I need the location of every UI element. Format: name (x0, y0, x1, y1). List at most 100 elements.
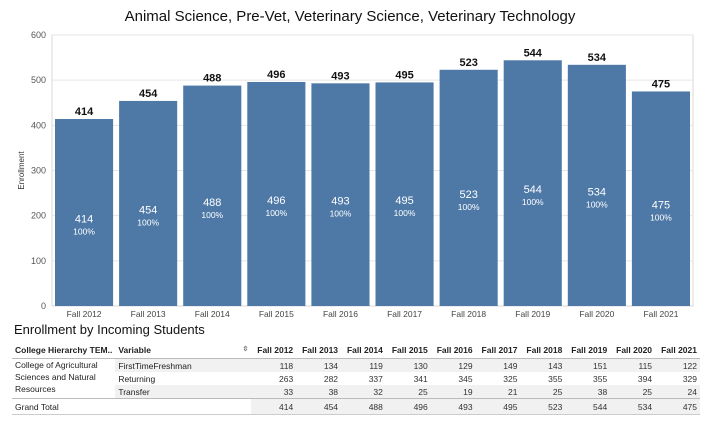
bar-value-label: 488 (203, 73, 221, 85)
col-header-year[interactable]: Fall 2021 (655, 342, 700, 359)
enrollment-table: College Hierarchy TEM.. Variable ⇳ Fall 2… (12, 342, 700, 415)
table-cell: 130 (385, 358, 431, 372)
bar-inner-value: 475 (652, 200, 670, 212)
y-tick-label: 200 (31, 211, 46, 221)
x-tick-label: Fall 2013 (131, 309, 166, 319)
bar-value-label: 496 (267, 69, 285, 81)
col-header-year[interactable]: Fall 2013 (296, 342, 342, 359)
bar-value-label: 475 (652, 78, 670, 90)
col-header-year[interactable]: Fall 2012 (251, 342, 297, 359)
grand-total-cell: 488 (341, 398, 386, 415)
y-tick-label: 300 (31, 166, 46, 176)
x-tick-label: Fall 2015 (259, 309, 294, 319)
bar-percent-label: 100% (586, 199, 608, 209)
grand-total-cell: 544 (565, 398, 611, 415)
grand-total-label: Grand Total (12, 398, 252, 415)
col-header-year[interactable]: Fall 2016 (430, 342, 476, 359)
table-cell: 263 (278, 373, 294, 384)
table-cell: 25 (385, 385, 431, 399)
col-header-college[interactable]: College Hierarchy TEM.. (12, 342, 116, 359)
x-tick-label: Fall 2021 (643, 309, 678, 319)
col-header-variable[interactable]: Variable ⇳ (115, 342, 252, 359)
x-tick-label: Fall 2018 (451, 309, 486, 319)
row-group-label: College of Agricultural Sciences and Nat… (12, 358, 116, 399)
variable-label: Returning (118, 373, 156, 384)
y-tick-label: 400 (31, 120, 46, 130)
bar-percent-label: 100% (201, 210, 223, 220)
grand-total-cell: 534 (610, 398, 656, 415)
table-cell: 122 (655, 358, 700, 372)
y-tick-label: 0 (41, 301, 46, 311)
bar-value-label: 523 (459, 57, 477, 69)
chart-title: Animal Science, Pre-Vet, Veterinary Scie… (124, 8, 576, 25)
bar (567, 64, 626, 306)
bar (247, 81, 306, 307)
x-tick-label: Fall 2017 (387, 309, 422, 319)
table-cell: 24 (655, 385, 700, 399)
bar (439, 69, 498, 306)
table-cell: 118 (251, 358, 297, 372)
table-title: Enrollment by Incoming Students (14, 322, 205, 337)
y-axis-label: Enrollment (17, 151, 26, 190)
bar-inner-value: 523 (459, 189, 477, 201)
bar-percent-label: 100% (522, 197, 544, 207)
bar-value-label: 493 (331, 70, 349, 82)
table-row: Returning 263 282 337 341 345 325 355 355 394 329 (12, 372, 700, 385)
col-header-year[interactable]: Fall 2014 (341, 342, 386, 359)
grand-total-cell: 475 (655, 398, 700, 415)
table-cell: 19 (430, 385, 476, 399)
variable-label: FirstTimeFreshman (115, 358, 252, 372)
bar-value-label: 544 (524, 47, 543, 59)
table-cell: 119 (341, 358, 386, 372)
table-cell: 38 (296, 385, 342, 399)
bar (503, 60, 562, 306)
grand-total-cell: 523 (520, 398, 566, 415)
table-cell: 33 (251, 385, 297, 399)
table-row: Transfer 33 38 32 25 19 21 25 38 25 24 (12, 385, 700, 399)
x-tick-label: Fall 2019 (515, 309, 550, 319)
bar-chart: 0100200300400500600Enrollment414414100%F… (17, 30, 694, 319)
table-cell: 337 (368, 373, 383, 384)
table-cell: 38 (565, 385, 611, 399)
bar-value-label: 495 (395, 69, 413, 81)
variable-label: Transfer (115, 385, 252, 399)
bar-value-label: 454 (139, 88, 158, 100)
grand-total-cell: 493 (430, 398, 476, 415)
table-cell: 21 (475, 385, 521, 399)
bar (375, 82, 434, 306)
sort-icon[interactable]: ⇳ (242, 346, 249, 353)
y-tick-label: 100 (31, 256, 46, 266)
table-cell: 282 (323, 373, 339, 384)
col-header-year[interactable]: Fall 2020 (610, 342, 656, 359)
table-cell: 329 (682, 373, 697, 384)
table-cell: 25 (610, 385, 656, 399)
x-tick-label: Fall 2014 (195, 309, 230, 319)
bar-value-label: 414 (75, 106, 94, 118)
bar-percent-label: 100% (137, 217, 159, 227)
bar-percent-label: 100% (650, 213, 672, 223)
y-tick-label: 600 (31, 30, 46, 40)
col-header-year[interactable]: Fall 2019 (565, 342, 611, 359)
table-cell: 341 (413, 373, 428, 384)
table-cell: 115 (610, 358, 656, 372)
bar-inner-value: 493 (331, 196, 349, 208)
bar-inner-value: 496 (267, 195, 285, 207)
bar-percent-label: 100% (458, 202, 480, 212)
table-cell: 32 (341, 385, 386, 399)
col-header-year[interactable]: Fall 2018 (520, 342, 566, 359)
table-cell: 134 (296, 358, 342, 372)
bar-percent-label: 100% (394, 208, 416, 218)
table-cell: 149 (475, 358, 521, 372)
bar-percent-label: 100% (73, 227, 95, 237)
bar-value-label: 534 (588, 52, 607, 64)
grand-total-cell: 414 (251, 398, 297, 415)
table-cell: 129 (430, 358, 476, 372)
x-tick-label: Fall 2020 (579, 309, 614, 319)
table-cell: 355 (548, 373, 563, 384)
x-tick-label: Fall 2016 (323, 309, 358, 319)
bar (119, 100, 178, 307)
bar-inner-value: 488 (203, 197, 221, 209)
grand-total-cell: 495 (475, 398, 521, 415)
col-header-year[interactable]: Fall 2017 (475, 342, 521, 359)
col-header-year[interactable]: Fall 2015 (385, 342, 431, 359)
